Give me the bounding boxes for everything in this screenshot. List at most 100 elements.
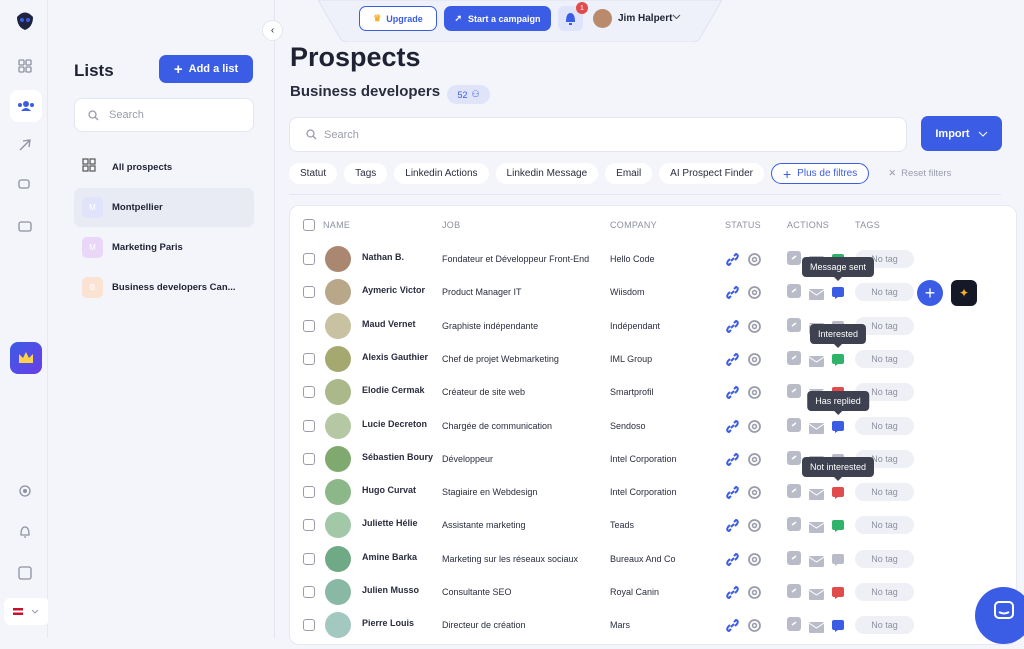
checkbox[interactable]	[303, 486, 315, 499]
list-item[interactable]: M Marketing Paris	[74, 228, 254, 267]
import-button[interactable]: Import	[921, 116, 1002, 151]
collapse-button[interactable]: ‹	[262, 20, 283, 41]
tag[interactable]: No tag	[855, 549, 914, 568]
filter-pill[interactable]: Linkedin Message	[495, 163, 599, 184]
messages-icon[interactable]	[18, 178, 32, 192]
tag[interactable]: No tag	[855, 283, 914, 302]
filter-pill[interactable]: Statut	[289, 163, 338, 184]
checkbox[interactable]	[303, 552, 315, 565]
prospect-name[interactable]: Julien Musso	[362, 585, 420, 595]
linkedin-status	[725, 452, 740, 472]
filter-pill[interactable]: Linkedin Actions	[394, 163, 489, 184]
prospect-name[interactable]: Amine Barka	[362, 551, 418, 562]
campaign-button[interactable]: ➚ Start a campaign	[444, 6, 551, 31]
linkedin-action[interactable]	[787, 384, 801, 403]
prospect-name[interactable]: Juliette Hélie	[362, 518, 418, 529]
tag[interactable]: No tag	[855, 516, 914, 535]
tag[interactable]: No tag	[855, 583, 914, 601]
list-item[interactable]: B Business developers Can...	[74, 268, 254, 307]
prospect-name[interactable]: Hugo Curvat	[362, 485, 416, 496]
tools-icon[interactable]	[18, 218, 32, 232]
upgrade-button[interactable]: ♛ Upgrade	[359, 6, 437, 31]
checkbox[interactable]	[303, 386, 315, 399]
email-action[interactable]	[808, 554, 825, 572]
checkbox[interactable]	[303, 319, 315, 332]
bell-icon[interactable]	[18, 525, 32, 539]
message-status[interactable]	[832, 486, 844, 504]
checkbox[interactable]	[303, 452, 315, 465]
tag[interactable]: No tag	[855, 349, 914, 368]
user-name[interactable]: Jim Halpert	[618, 13, 673, 24]
premium-icon[interactable]	[10, 342, 42, 374]
more-filters[interactable]: + Plus de filtres	[770, 163, 870, 184]
add-button[interactable]: +	[917, 280, 943, 306]
checkbox[interactable]	[303, 219, 315, 231]
filter-pill[interactable]: Tags	[344, 163, 388, 184]
filter-pill[interactable]: Email	[605, 163, 653, 184]
tag[interactable]: No tag	[855, 383, 914, 402]
message-status[interactable]	[832, 553, 844, 571]
checkbox[interactable]	[303, 586, 315, 598]
prospect-name[interactable]: Elodie Cermak	[362, 385, 425, 396]
prospect-name[interactable]: Sébastien Boury	[362, 451, 434, 462]
message-status[interactable]	[832, 519, 844, 537]
tag[interactable]: No tag	[855, 416, 914, 435]
prospects-icon[interactable]	[10, 90, 42, 122]
language-selector[interactable]	[4, 598, 50, 625]
campaign-icon[interactable]	[18, 138, 32, 152]
reset-filters[interactable]: ✕ Reset filters	[888, 163, 951, 184]
checkbox[interactable]	[303, 619, 315, 632]
chat-button[interactable]	[975, 587, 1024, 644]
linkedin-action[interactable]	[787, 517, 801, 536]
email-action[interactable]	[808, 354, 825, 372]
lists-search[interactable]: Search	[74, 98, 254, 132]
prospect-name[interactable]: Pierre Louis	[362, 618, 415, 629]
linkedin-action[interactable]	[787, 317, 801, 337]
prospect-search[interactable]: Search	[289, 117, 907, 152]
linkedin-action[interactable]	[787, 584, 801, 603]
checkbox[interactable]	[303, 519, 315, 532]
prospect-name[interactable]: Aymeric Victor	[362, 285, 426, 296]
linkedin-action[interactable]	[787, 350, 801, 370]
tag[interactable]: No tag	[855, 616, 914, 635]
message-status[interactable]	[832, 420, 844, 438]
email-action[interactable]	[808, 487, 825, 505]
prospect-name[interactable]: Alexis Gauthier	[362, 351, 429, 362]
message-status[interactable]	[832, 586, 844, 604]
prospect-name[interactable]: Maud Vernet	[362, 318, 416, 329]
checkbox[interactable]	[303, 286, 315, 299]
email-action[interactable]	[808, 520, 825, 538]
settings-icon[interactable]	[18, 484, 32, 498]
message-status[interactable]	[832, 353, 844, 371]
ai-button[interactable]: ✦	[951, 280, 977, 306]
help-icon[interactable]	[18, 566, 32, 580]
linkedin-action[interactable]	[787, 417, 801, 437]
checkbox[interactable]	[303, 352, 315, 365]
list-item[interactable]: All prospects	[74, 148, 254, 187]
add-list-button[interactable]: + Add a list	[159, 55, 253, 83]
email-action[interactable]	[808, 421, 825, 439]
message-status[interactable]	[832, 619, 844, 637]
email-status	[747, 419, 762, 439]
linkedin-action[interactable]	[787, 251, 801, 270]
email-action[interactable]	[808, 620, 825, 638]
linkedin-action[interactable]	[787, 617, 801, 636]
prospect-name[interactable]: Lucie Decreton	[362, 418, 428, 429]
dashboard-icon[interactable]	[18, 59, 32, 73]
import-label: Import	[935, 127, 970, 140]
checkbox[interactable]	[303, 253, 315, 265]
user-menu-chevron[interactable]	[672, 14, 681, 20]
tag[interactable]: No tag	[855, 483, 914, 502]
linkedin-action[interactable]	[787, 284, 801, 303]
tag[interactable]: No tag	[855, 316, 914, 335]
email-action[interactable]	[808, 587, 825, 605]
list-item[interactable]: M Montpellier	[74, 188, 254, 227]
message-status[interactable]	[832, 286, 844, 304]
prospect-name[interactable]: Nathan B.	[362, 252, 405, 262]
linkedin-action[interactable]	[787, 450, 801, 470]
email-action[interactable]	[808, 287, 825, 305]
linkedin-action[interactable]	[787, 550, 801, 570]
filter-pill[interactable]: AI Prospect Finder	[659, 163, 764, 184]
linkedin-action[interactable]	[787, 484, 801, 503]
checkbox[interactable]	[303, 419, 315, 432]
